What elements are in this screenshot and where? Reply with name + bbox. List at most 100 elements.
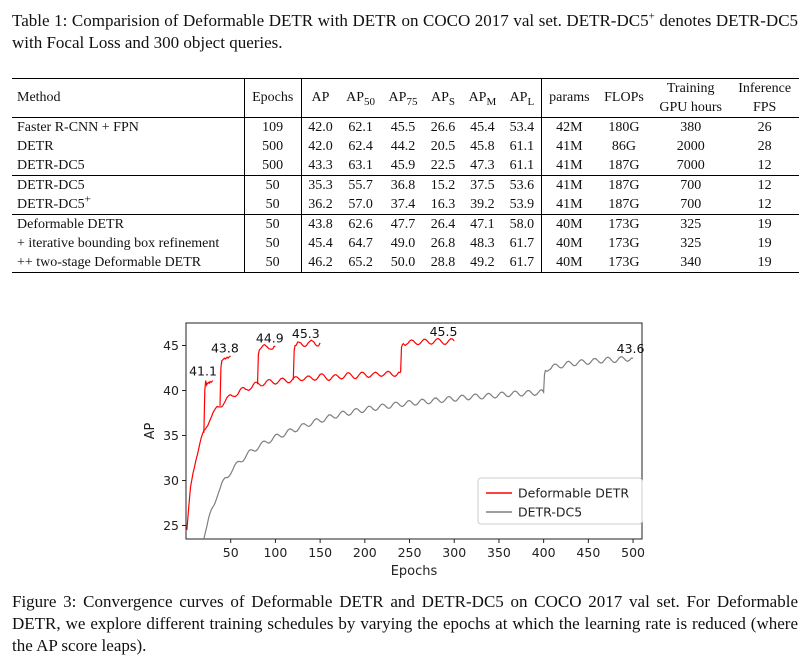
cell-ap50: 62.6	[348, 216, 373, 232]
table-row: ++ two-stage Deformable DETR 50 46.2 65.2 50…	[12, 253, 799, 273]
chart-axes: 50 100 150 200 250 300 350 400 450 500 25 30 35 40 45 E…	[143, 322, 645, 579]
cell-ap75: 37.4	[390, 196, 416, 212]
cell-ap75: 45.9	[390, 157, 416, 173]
cell-gpu: 325	[680, 235, 702, 251]
ap-annotation: 43.6	[617, 341, 645, 356]
cell-ap50: 63.1	[348, 157, 373, 173]
ap-annotation: 45.3	[292, 326, 320, 341]
cell-ap: 35.3	[308, 177, 333, 193]
cell-apl: 53.4	[502, 117, 542, 137]
cell-params: 41M	[556, 138, 583, 154]
cell-gpu: 700	[680, 177, 702, 193]
x-tick-label: 400	[532, 545, 556, 560]
x-tick-label: 200	[353, 545, 377, 560]
cell-ap50: 62.4	[348, 138, 373, 154]
cell-params: 40M	[556, 216, 583, 232]
header-ap75: AP75	[388, 90, 418, 108]
cell-ap75: 45.5	[390, 119, 416, 135]
cell-gpu: 700	[680, 196, 702, 212]
deformable-detr-line-segment	[400, 337, 455, 373]
cell-apl: 53.9	[502, 195, 542, 215]
cell-fps: 19	[757, 254, 772, 270]
table-caption-sup: +	[648, 10, 655, 23]
header-method: Method	[12, 78, 245, 118]
legend-box	[477, 477, 643, 525]
cell-ap75: 36.8	[390, 177, 416, 193]
table-row: + iterative bounding box refinement 50 45.…	[12, 234, 799, 253]
cell-ap50: 64.7	[348, 235, 373, 251]
cell-flops: 86G	[611, 138, 637, 154]
cell-fps: 19	[757, 235, 772, 251]
cell-apm: 39.2	[470, 196, 495, 212]
cell-flops: 187G	[608, 196, 640, 212]
cell-gpu: 380	[680, 119, 702, 135]
cell-fps: 28	[757, 138, 772, 154]
cell-params: 40M	[556, 235, 583, 251]
cell-apl: 53.6	[502, 175, 542, 195]
table-row: Faster R-CNN + FPN 109 42.0 62.1 45.5 26.6 45.…	[12, 117, 799, 137]
table-caption-line-1: Comparision of Deformable DETR with DETR…	[71, 11, 649, 30]
cell-method: DETR-DC5+	[12, 193, 245, 215]
cell-method: DETR	[12, 137, 245, 156]
header-apl: APL	[502, 78, 542, 118]
header-aps: APS	[431, 90, 456, 108]
cell-params: 41M	[556, 157, 583, 173]
header-training-2: GPU hours	[659, 99, 723, 115]
header-flops: FLOPs	[604, 90, 644, 105]
plot-frame	[185, 322, 643, 540]
deformable-detr-line-segment	[203, 380, 214, 433]
cell-apl: 58.0	[502, 214, 542, 234]
cell-epochs: 50	[244, 175, 302, 195]
x-tick-label: 100	[263, 545, 287, 560]
cell-fps: 12	[757, 157, 772, 173]
cell-params: 41M	[556, 177, 583, 193]
x-tick-label: 300	[442, 545, 466, 560]
cell-ap: 42.0	[308, 138, 333, 154]
y-tick-label: 35	[163, 428, 179, 443]
cell-aps: 26.4	[430, 216, 456, 232]
cell-aps: 28.8	[430, 254, 456, 270]
cell-ap75: 44.2	[390, 138, 416, 154]
header-inference-2: FPS	[752, 99, 777, 115]
y-tick-label: 45	[163, 338, 179, 353]
table-row: DETR-DC5 50 35.3 55.7 36.8 15.2 37.5 53.6 41M 187…	[12, 175, 799, 195]
cell-epochs: 50	[244, 253, 302, 273]
header-ap: AP	[311, 90, 330, 105]
table-group-baselines: Faster R-CNN + FPN 109 42.0 62.1 45.5 26.6 45.…	[12, 117, 799, 176]
x-tick-label: 50	[223, 545, 239, 560]
cell-ap: 43.3	[308, 157, 333, 173]
cell-ap: 43.8	[308, 216, 333, 232]
chart-legend: Deformable DETR DETR-DC5	[477, 477, 643, 525]
header-apm: APM	[468, 90, 497, 108]
cell-flops: 173G	[608, 235, 640, 251]
deformable-detr-line-segment	[186, 370, 401, 531]
cell-fps: 26	[757, 119, 772, 135]
header-params: params	[549, 90, 590, 105]
ap-annotation: 43.8	[211, 340, 239, 355]
cell-ap50: 57.0	[348, 196, 373, 212]
cell-method: + iterative bounding box refinement	[12, 234, 245, 253]
header-training-1: Training	[666, 80, 715, 96]
y-tick-label: 25	[163, 518, 179, 533]
cell-apm: 37.5	[470, 177, 495, 193]
cell-epochs: 50	[244, 214, 302, 234]
cell-flops: 173G	[608, 254, 640, 270]
cell-flops: 180G	[608, 119, 640, 135]
x-tick-label: 450	[576, 545, 600, 560]
table-caption: Table 1: Comparision of Deformable DETR …	[12, 10, 798, 54]
cell-gpu: 340	[680, 254, 702, 270]
chart-annotations: 41.1 43.8 44.9 45.3 45.5 43.6	[189, 324, 644, 379]
cell-gpu: 325	[680, 216, 702, 232]
chart-lines	[186, 337, 634, 540]
cell-epochs: 500	[244, 156, 302, 176]
table-row: DETR-DC5 500 43.3 63.1 45.9 22.5 47.3 61.1 41M 18…	[12, 156, 799, 176]
cell-method: Faster R-CNN + FPN	[12, 117, 245, 137]
cell-apm: 47.1	[470, 216, 495, 232]
cell-params: 41M	[556, 196, 583, 212]
header-epochs: Epochs	[244, 78, 302, 118]
header-inference-1: Inference	[738, 80, 792, 96]
ap-annotation: 44.9	[256, 330, 284, 345]
y-tick-label: 40	[163, 383, 179, 398]
cell-apm: 45.4	[470, 119, 495, 135]
cell-ap75: 49.0	[390, 235, 416, 251]
